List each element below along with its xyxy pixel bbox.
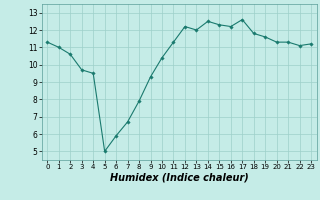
X-axis label: Humidex (Indice chaleur): Humidex (Indice chaleur) — [110, 173, 249, 183]
